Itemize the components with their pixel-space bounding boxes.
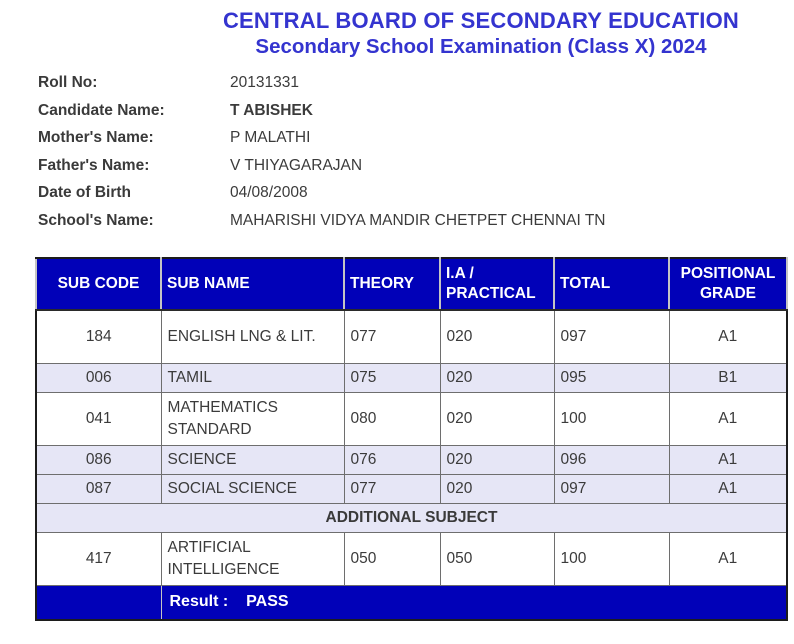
total-cell: 100 xyxy=(553,391,670,446)
col-header-total: TOTAL xyxy=(553,257,670,311)
board-title: CENTRAL BOARD OF SECONDARY EDUCATION xyxy=(222,8,740,33)
date-of-birth-label: Date of Birth xyxy=(38,184,131,201)
detail-row-roll-no: Roll No: 20131331 xyxy=(38,69,794,97)
grade-cell: A1 xyxy=(668,531,788,586)
theory-cell: 076 xyxy=(343,444,441,475)
col-header-positional-grade: POSITIONAL GRADE xyxy=(668,257,788,311)
col-header-ia-practical: I.A / PRACTICAL xyxy=(439,257,555,311)
theory-cell: 080 xyxy=(343,391,441,446)
table-row: 087 SOCIAL SCIENCE 077 020 097 A1 xyxy=(35,473,788,504)
sub-code-cell: 184 xyxy=(35,309,162,364)
result-value: PASS xyxy=(246,593,289,611)
candidate-name-label: Candidate Name: xyxy=(38,101,165,119)
table-row: 184 ENGLISH LNG & LIT. 077 020 097 A1 xyxy=(35,309,788,364)
candidate-details: Roll No: 20131331 Candidate Name: T ABISHE… xyxy=(38,69,794,234)
total-cell: 096 xyxy=(553,444,670,475)
grade-cell: A1 xyxy=(668,309,788,364)
mother-name-value: P MALATHI xyxy=(230,129,311,146)
total-cell: 095 xyxy=(553,362,670,393)
father-name-label: Father's Name: xyxy=(38,156,150,174)
detail-row-date-of-birth: Date of Birth 04/08/2008 xyxy=(38,179,794,207)
roll-no-value: 20131331 xyxy=(230,74,299,91)
detail-row-school-name: School's Name: MAHARISHI VIDYA MANDIR CHE… xyxy=(38,207,794,235)
marks-table-body: 184 ENGLISH LNG & LIT. 077 020 097 A1 00… xyxy=(35,309,788,621)
candidate-name-value: T ABISHEK xyxy=(230,101,313,119)
result-label: Result : xyxy=(169,593,229,611)
document-header: CENTRAL BOARD OF SECONDARY EDUCATION Sec… xyxy=(0,0,794,60)
table-row: 417 ARTIFICIAL INTELLIGENCE 050 050 100 … xyxy=(35,531,788,586)
theory-cell: 075 xyxy=(343,362,441,393)
roll-no-label: Roll No: xyxy=(38,74,98,91)
header-row: SUB CODE SUB NAME THEORY I.A / PRACTICAL… xyxy=(35,257,788,311)
grade-cell: B1 xyxy=(668,362,788,393)
detail-row-candidate-name: Candidate Name: T ABISHEK xyxy=(38,97,794,125)
sub-name-cell: SCIENCE xyxy=(160,444,345,475)
section-row: ADDITIONAL SUBJECT xyxy=(35,502,788,533)
table-row: 041 MATHEMATICS STANDARD 080 020 100 A1 xyxy=(35,391,788,446)
total-cell: 097 xyxy=(553,309,670,364)
sub-code-cell: 006 xyxy=(35,362,162,393)
theory-cell: 050 xyxy=(343,531,441,586)
school-name-label: School's Name: xyxy=(38,211,154,229)
col-header-theory: THEORY xyxy=(343,257,441,311)
col-header-sub-code: SUB CODE xyxy=(35,257,162,311)
table-row: 006 TAMIL 075 020 095 B1 xyxy=(35,362,788,393)
result-row-spacer-cell xyxy=(35,584,162,621)
date-of-birth-value: 04/08/2008 xyxy=(230,184,308,201)
detail-row-mother-name: Mother's Name: P MALATHI xyxy=(38,124,794,152)
result-row: Result : PASS xyxy=(35,584,788,621)
ia-practical-cell: 020 xyxy=(439,362,555,393)
school-name-value: MAHARISHI VIDYA MANDIR CHETPET CHENNAI T… xyxy=(230,211,606,229)
theory-cell: 077 xyxy=(343,309,441,364)
grade-cell: A1 xyxy=(668,444,788,475)
col-header-sub-name: SUB NAME xyxy=(160,257,345,311)
additional-subject-label: ADDITIONAL SUBJECT xyxy=(35,502,788,533)
father-name-value: V THIYAGARAJAN xyxy=(230,156,363,174)
result-cell: Result : PASS xyxy=(160,584,788,621)
marks-table: SUB CODE SUB NAME THEORY I.A / PRACTICAL… xyxy=(35,257,788,621)
exam-title: Secondary School Examination (Class X) 2… xyxy=(255,35,707,58)
theory-cell: 077 xyxy=(343,473,441,504)
detail-row-father-name: Father's Name: V THIYAGARAJAN xyxy=(38,152,794,180)
table-row: 086 SCIENCE 076 020 096 A1 xyxy=(35,444,788,475)
total-cell: 097 xyxy=(553,473,670,504)
total-cell: 100 xyxy=(553,531,670,586)
ia-practical-cell: 050 xyxy=(439,531,555,586)
ia-practical-cell: 020 xyxy=(439,444,555,475)
sub-name-cell: ENGLISH LNG & LIT. xyxy=(160,309,345,364)
sub-name-cell: TAMIL xyxy=(160,362,345,393)
sub-code-cell: 041 xyxy=(35,391,162,446)
sub-code-cell: 417 xyxy=(35,531,162,586)
grade-cell: A1 xyxy=(668,473,788,504)
ia-practical-cell: 020 xyxy=(439,473,555,504)
sub-name-cell: MATHEMATICS STANDARD xyxy=(160,391,345,446)
sub-name-cell: ARTIFICIAL INTELLIGENCE xyxy=(160,531,345,586)
mother-name-label: Mother's Name: xyxy=(38,129,154,146)
grade-cell: A1 xyxy=(668,391,788,446)
ia-practical-cell: 020 xyxy=(439,391,555,446)
sub-code-cell: 086 xyxy=(35,444,162,475)
ia-practical-cell: 020 xyxy=(439,309,555,364)
sub-name-cell: SOCIAL SCIENCE xyxy=(160,473,345,504)
marks-table-header: SUB CODE SUB NAME THEORY I.A / PRACTICAL… xyxy=(35,257,788,311)
sub-code-cell: 087 xyxy=(35,473,162,504)
